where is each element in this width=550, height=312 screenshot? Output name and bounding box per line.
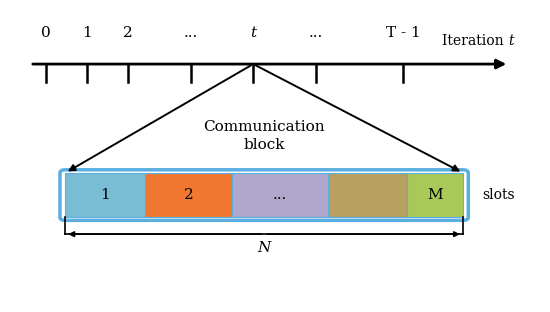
- Text: ...: ...: [309, 27, 323, 41]
- Text: M: M: [427, 188, 443, 202]
- Text: slots: slots: [482, 188, 514, 202]
- Text: ...: ...: [184, 27, 198, 41]
- Bar: [65, 173, 145, 217]
- Bar: [407, 173, 463, 217]
- Text: 0: 0: [41, 27, 51, 41]
- Text: t: t: [250, 27, 256, 41]
- Text: Iteration: Iteration: [442, 34, 508, 48]
- Text: 1: 1: [82, 27, 92, 41]
- Bar: [145, 173, 232, 217]
- Text: block: block: [243, 138, 285, 152]
- Text: Communication: Communication: [204, 120, 325, 134]
- Text: ...: ...: [273, 188, 287, 202]
- Text: 2: 2: [123, 27, 133, 41]
- Text: t: t: [508, 34, 514, 48]
- Text: 2: 2: [184, 188, 194, 202]
- Text: T - 1: T - 1: [386, 27, 420, 41]
- Bar: [328, 173, 407, 217]
- Bar: [232, 173, 328, 217]
- Text: N: N: [257, 241, 271, 255]
- Text: 1: 1: [100, 188, 110, 202]
